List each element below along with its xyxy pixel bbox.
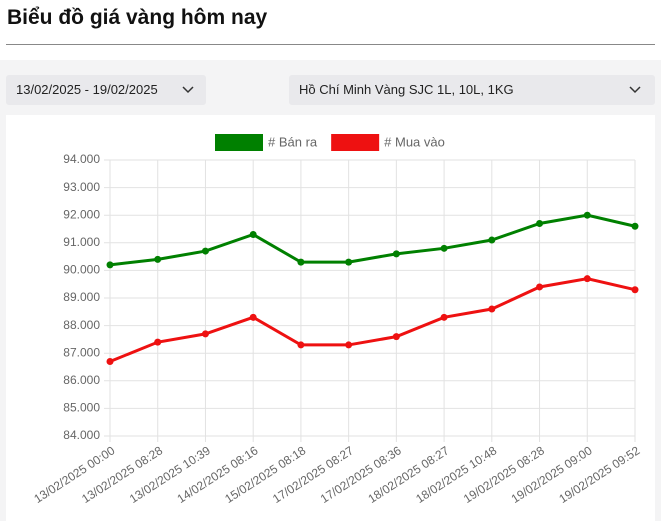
point [201,247,209,255]
x-tick-label: 19/02/2025 08:28 [461,443,547,506]
date-dropdown[interactable]: 13/02/2025 - 19/02/2025 [6,75,206,105]
x-tick-label: 13/02/2025 00:00 [31,443,117,506]
y-tick-label: 92.000 [63,207,100,221]
x-tick-label: 13/02/2025 08:28 [79,443,165,506]
point [201,330,209,338]
chevron [182,86,194,94]
product-dropdown[interactable]: Hồ Chí Minh Vàng SJC 1L, 10L, 1KG [289,75,655,105]
point [345,258,353,266]
x-tick-label: 17/02/2025 08:27 [270,443,356,506]
point [583,211,591,219]
point [392,250,400,258]
point [106,357,114,365]
y-tick-label: 91.000 [63,235,100,249]
y-tick-label: 85.000 [63,401,100,415]
product: Hồ Chí Minh Vàng SJC 1L, 10L, 1KG [299,82,514,97]
x-tick-label: 18/02/2025 10:48 [413,443,499,506]
point [488,236,496,244]
point [249,313,257,321]
legend-swatch [331,134,380,151]
point [297,341,305,349]
point [106,261,114,269]
series-line [109,277,636,363]
chevron [629,86,641,94]
x-tick-label: 15/02/2025 08:18 [222,443,308,506]
y-tick-label: 93.000 [63,180,100,194]
point [583,275,591,283]
point [536,283,544,291]
point [392,333,400,341]
series-line [109,213,636,267]
point [154,338,162,346]
x-tick-label: 13/02/2025 10:39 [127,443,213,506]
legend-label: # Mua vào [384,134,445,149]
x-tick-label: 19/02/2025 09:52 [556,443,642,506]
point [536,219,544,227]
chart-card [6,115,655,521]
point [345,341,353,349]
point [440,313,448,321]
x-tick-label: 19/02/2025 09:00 [509,443,595,506]
point [631,286,639,294]
y-tick-label: 86.000 [63,373,100,387]
y-tick-label: 87.000 [63,345,100,359]
legend-swatch [215,134,263,151]
y-tick-label: 88.000 [63,318,100,332]
y-tick-label: 84.000 [63,428,100,442]
point [154,255,162,263]
y-tick-label: 94.000 [63,152,100,166]
divider [6,44,655,45]
point [297,258,305,266]
y-tick-label: 89.000 [63,290,100,304]
legend-label: # Bán ra [268,134,318,149]
point [249,231,257,239]
y-tick-label: 90.000 [63,263,100,277]
point [440,244,448,252]
x-tick-label: 18/02/2025 08:27 [365,443,451,506]
point [488,305,496,313]
x-tick-label: 17/02/2025 08:36 [318,443,404,506]
x-tick-label: 14/02/2025 08:16 [175,443,261,506]
page-title: Biểu đồ giá vàng hôm nay [7,6,268,29]
date-range: 13/02/2025 - 19/02/2025 [16,82,158,97]
point [631,222,639,230]
